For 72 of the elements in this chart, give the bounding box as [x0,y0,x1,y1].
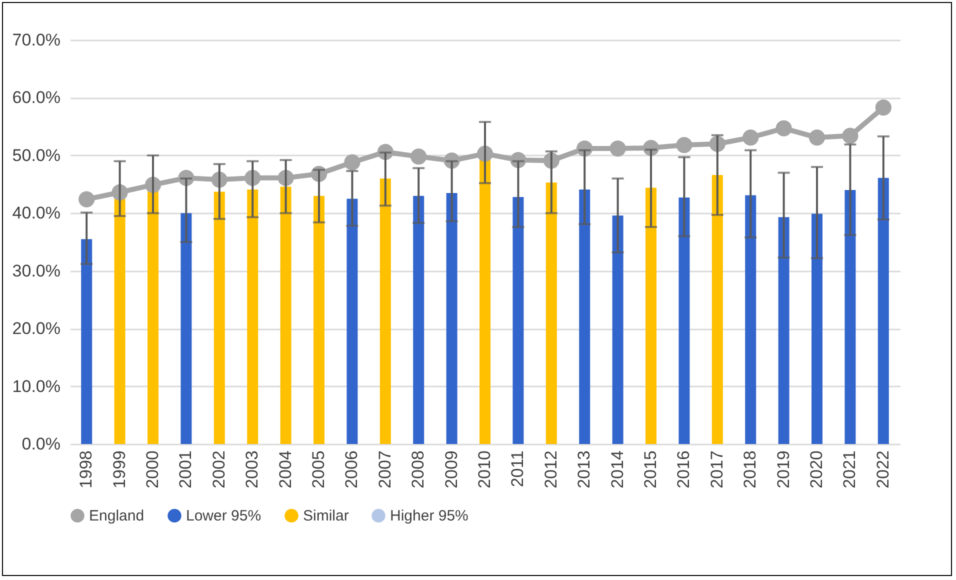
x-tick-label: 2013 [574,450,594,488]
x-tick-label: 2000 [143,450,162,488]
bar [247,189,258,444]
bar [413,196,424,444]
bar [346,198,358,444]
x-tick-label: 2020 [807,450,826,488]
bar [314,196,324,444]
bar [180,213,192,444]
bar [745,195,756,444]
x-tick-label: 2009 [442,450,461,488]
x-tick-label: 2006 [342,450,362,488]
point [808,129,826,146]
x-tick-label: 2003 [242,450,262,488]
bar [214,192,225,444]
x-tick-label: 2022 [873,450,892,488]
legend-label: Similar [303,508,349,525]
bar [81,239,92,444]
x-tick-label: 2018 [740,450,760,488]
bar [512,196,524,444]
x-tick-label: 2010 [475,450,494,488]
x-tick-label: 2019 [774,450,793,488]
y-tick-label: 0.0% [22,434,60,454]
x-tick-label: 2016 [674,450,694,488]
y-tick-label: 10.0% [12,376,60,396]
x-tick-label: 2005 [309,450,328,488]
x-tick-label: 2008 [408,450,428,488]
bar [380,178,391,444]
y-tick-label: 40.0% [12,204,60,223]
point [78,191,95,208]
y-tick-label: 20.0% [12,319,60,338]
bar [678,198,690,444]
x-tick-label: 2017 [707,450,726,488]
bar [280,186,292,444]
legend-label: Lower 95% [186,508,262,525]
point [842,128,858,144]
bar [148,191,158,444]
bar [446,192,458,444]
x-tick-label: 2007 [375,450,394,488]
point [676,136,692,154]
bar [646,188,656,444]
point [875,99,892,116]
bar [114,198,126,444]
x-tick-label: 2011 [508,450,528,488]
point [610,140,626,157]
x-tick-label: 2002 [209,450,228,488]
legend-label: Higher 95% [390,508,468,525]
bar [612,215,624,444]
x-tick-label: 1998 [76,450,96,488]
bar [579,189,590,444]
bar [480,158,490,444]
bar [844,190,856,444]
bar [812,214,822,444]
point [410,148,427,165]
x-tick-label: 2004 [276,450,295,488]
bar [546,182,557,444]
legend-label: England [89,508,144,525]
y-tick-label: 60.0% [12,88,60,108]
y-tick-label: 70.0% [12,30,60,50]
point [742,129,759,146]
x-tick-label: 2021 [840,450,860,488]
point [344,154,360,170]
y-tick-label: 50.0% [12,146,60,165]
y-tick-label: 30.0% [12,261,60,280]
point [776,120,792,136]
x-tick-label: 2001 [176,450,196,488]
bar [712,175,723,444]
x-tick-label: 2015 [641,450,660,488]
x-tick-label: 2014 [608,450,627,488]
x-tick-label: 1999 [110,450,129,488]
x-tick-label: 2012 [541,450,560,488]
bar [878,178,889,444]
bar [778,217,790,444]
